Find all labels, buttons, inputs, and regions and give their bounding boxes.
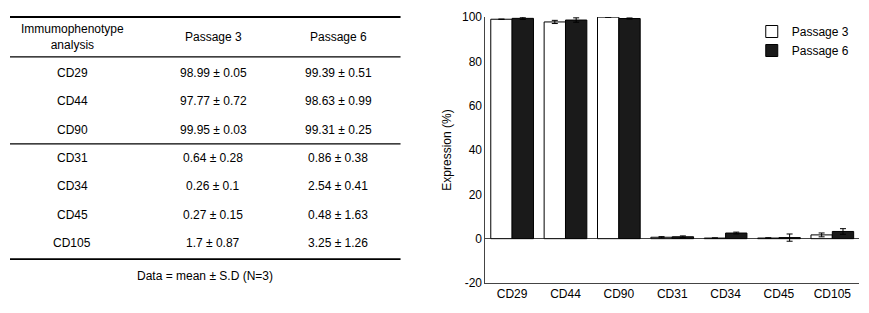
svg-text:Immumophenotypeanalysis: Immumophenotypeanalysis: [21, 22, 124, 52]
svg-text:99.95 ± 0.03: 99.95 ± 0.03: [180, 123, 247, 137]
svg-text:CD105: CD105: [53, 236, 91, 250]
svg-text:CD45: CD45: [764, 287, 795, 301]
svg-text:0.48 ± 1.63: 0.48 ± 1.63: [308, 208, 368, 222]
svg-text:0.86 ± 0.38: 0.86 ± 0.38: [308, 151, 368, 165]
svg-text:98.99 ± 0.05: 98.99 ± 0.05: [180, 66, 247, 80]
svg-text:1.7 ± 0.87: 1.7 ± 0.87: [186, 236, 240, 250]
svg-text:3.25 ± 1.26: 3.25 ± 1.26: [308, 236, 368, 250]
svg-text:Data = mean ± S.D (N=3): Data = mean ± S.D (N=3): [137, 269, 273, 283]
svg-text:CD44: CD44: [550, 287, 581, 301]
svg-text:97.77 ± 0.72: 97.77 ± 0.72: [180, 94, 247, 108]
svg-text:Expression (%): Expression (%): [440, 109, 454, 190]
svg-text:Passage 3: Passage 3: [792, 25, 849, 39]
svg-text:CD31: CD31: [657, 287, 688, 301]
svg-text:20: 20: [469, 188, 483, 202]
svg-text:99.39 ± 0.51: 99.39 ± 0.51: [305, 66, 372, 80]
svg-text:CD90: CD90: [604, 287, 635, 301]
svg-text:0.27 ± 0.15: 0.27 ± 0.15: [183, 208, 243, 222]
svg-text:0.64 ± 0.28: 0.64 ± 0.28: [183, 151, 243, 165]
svg-text:CD34: CD34: [57, 179, 88, 193]
svg-text:99.31 ± 0.25: 99.31 ± 0.25: [305, 123, 372, 137]
svg-text:CD45: CD45: [57, 208, 88, 222]
svg-text:0.26 ± 0.1: 0.26 ± 0.1: [186, 179, 240, 193]
svg-text:98.63 ± 0.99: 98.63 ± 0.99: [305, 94, 372, 108]
svg-text:CD44: CD44: [57, 94, 88, 108]
svg-text:Passage 6: Passage 6: [792, 44, 849, 58]
svg-text:Passage 6: Passage 6: [310, 30, 367, 44]
svg-text:-20: -20: [465, 276, 483, 290]
svg-text:40: 40: [469, 143, 483, 157]
svg-text:CD29: CD29: [57, 66, 88, 80]
svg-text:CD31: CD31: [57, 151, 88, 165]
svg-text:0: 0: [475, 232, 482, 246]
svg-text:2.54 ± 0.41: 2.54 ± 0.41: [308, 179, 368, 193]
svg-text:Passage 3: Passage 3: [185, 30, 242, 44]
svg-text:100: 100: [462, 10, 482, 24]
svg-text:80: 80: [469, 55, 483, 69]
svg-text:60: 60: [469, 99, 483, 113]
svg-text:CD90: CD90: [57, 123, 88, 137]
svg-text:CD105: CD105: [814, 287, 852, 301]
svg-text:CD34: CD34: [710, 287, 741, 301]
svg-text:CD29: CD29: [497, 287, 528, 301]
